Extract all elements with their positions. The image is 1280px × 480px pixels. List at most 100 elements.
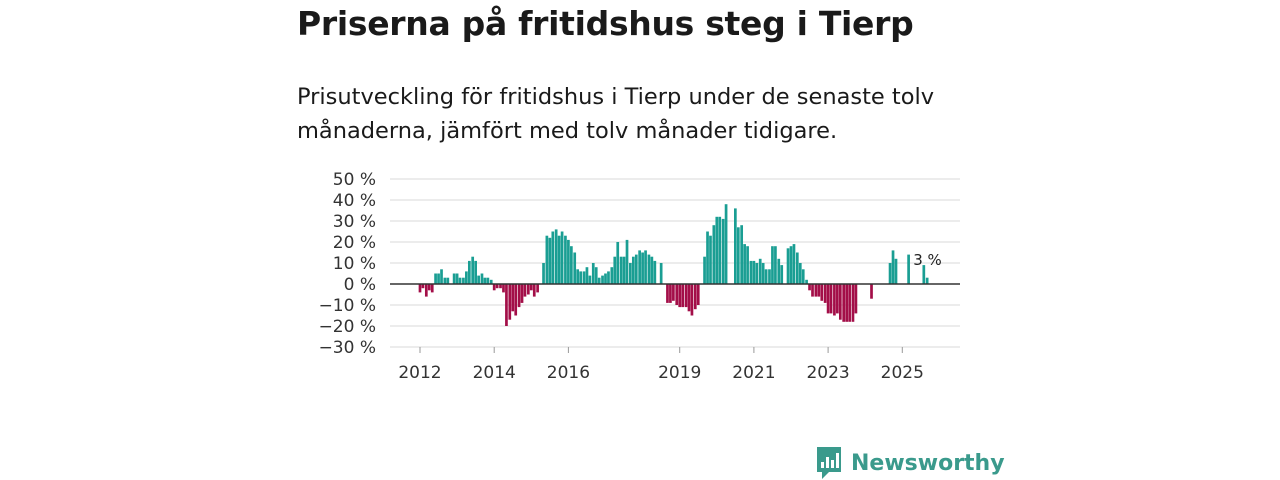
x-tick-label: 2025 [881, 363, 924, 383]
bar [891, 250, 895, 284]
bar [740, 225, 744, 284]
bar [761, 263, 765, 284]
bar [486, 277, 490, 284]
bar [808, 284, 811, 291]
bar [854, 284, 858, 314]
x-tick-label: 2023 [806, 363, 849, 383]
bar [675, 284, 679, 305]
bar [421, 284, 425, 289]
bar [644, 250, 647, 284]
bar [585, 267, 589, 284]
bar [467, 260, 471, 284]
bar [545, 235, 549, 284]
bar [715, 216, 719, 284]
y-tick-label: 40 % [333, 191, 376, 211]
x-tick-label: 2019 [658, 363, 701, 383]
bar [619, 256, 623, 284]
bar [792, 244, 796, 284]
bar [650, 256, 654, 284]
bar [746, 246, 749, 284]
y-tick-label: 30 % [333, 212, 376, 232]
bar [851, 284, 855, 322]
bar [427, 284, 431, 291]
bar [925, 277, 929, 284]
bar [631, 256, 635, 284]
bar [502, 284, 505, 293]
bar [536, 284, 539, 293]
bar [814, 284, 818, 297]
bar [653, 260, 657, 284]
bar [588, 275, 592, 284]
latest-value-label: 3 % [913, 251, 942, 269]
bar [526, 284, 530, 295]
bar [499, 284, 502, 289]
bar [532, 284, 536, 297]
bar [424, 284, 428, 297]
brand-name: Newsworthy [851, 450, 1005, 476]
bar [610, 267, 614, 284]
x-tick-label: 2012 [398, 363, 441, 383]
bar [594, 267, 598, 284]
bar [480, 273, 484, 284]
bar [829, 284, 833, 314]
bar [684, 284, 688, 308]
bar [848, 284, 851, 322]
bar [907, 254, 910, 284]
bar [542, 263, 545, 284]
axes: 50 %40 %30 %20 %10 %0 %−10 %−20 %−30 % 20… [319, 170, 960, 383]
bar [777, 258, 781, 284]
bar [734, 208, 737, 284]
bar [690, 284, 694, 316]
chart-title: Priserna på fritidshus steg i Tierp [297, 4, 914, 43]
bar [492, 284, 496, 291]
bar [666, 284, 669, 303]
bar [570, 246, 573, 284]
bar [706, 231, 709, 284]
bar [801, 269, 805, 284]
x-tick-label: 2016 [547, 363, 590, 383]
bar [434, 273, 437, 284]
newsworthy-bar-chart-icon [817, 447, 841, 479]
bar [672, 284, 675, 301]
bar [567, 239, 570, 284]
bar [743, 244, 746, 284]
bar [838, 284, 842, 320]
bar [842, 284, 846, 322]
bar [659, 263, 663, 284]
bar [736, 227, 740, 284]
bar [523, 284, 527, 297]
bar [836, 284, 839, 314]
y-tick-label: 0 % [344, 275, 376, 295]
bar [764, 269, 768, 284]
bar [894, 258, 898, 284]
bar [845, 284, 848, 322]
bar [430, 284, 434, 293]
bar [681, 284, 685, 308]
bar [495, 284, 499, 289]
bar [798, 263, 802, 284]
bar [465, 271, 468, 284]
y-tick-label: −10 % [319, 296, 376, 316]
bar [613, 256, 617, 284]
y-tick-label: 10 % [333, 254, 376, 274]
bar [629, 263, 632, 284]
y-tick-label: −20 % [319, 317, 376, 337]
bar [560, 231, 564, 284]
bar [489, 279, 493, 284]
bar [579, 271, 582, 284]
bar [768, 269, 771, 284]
bar [440, 269, 443, 284]
bar [638, 250, 641, 284]
bar [687, 284, 691, 312]
bar [601, 275, 604, 284]
bar [607, 271, 610, 284]
bar [696, 284, 700, 305]
bar [622, 256, 626, 284]
bar [443, 277, 447, 284]
bar [826, 284, 830, 314]
bar [888, 263, 892, 284]
bar [780, 265, 784, 284]
bar [721, 218, 725, 284]
bar [514, 284, 518, 316]
